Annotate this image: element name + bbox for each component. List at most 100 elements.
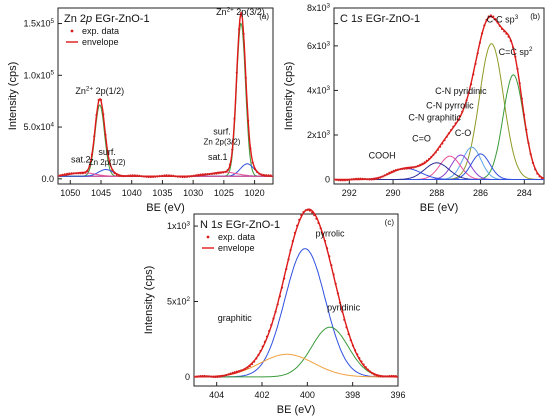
data-point: [61, 173, 64, 176]
peak-label: sat.1: [208, 152, 228, 162]
data-point: [494, 18, 497, 21]
data-point: [368, 178, 371, 181]
data-point: [443, 139, 446, 142]
data-point: [439, 145, 442, 148]
data-point: [257, 353, 260, 357]
data-point: [72, 172, 75, 175]
data-point: [249, 147, 252, 150]
data-point: [408, 167, 411, 170]
data-point: [268, 329, 271, 333]
data-point: [345, 326, 348, 329]
data-point: [201, 173, 204, 176]
peak-label: C=C sp2: [499, 46, 533, 57]
data-point: [207, 375, 211, 378]
data-point: [210, 375, 213, 378]
data-point: [158, 175, 161, 178]
data-point: [321, 233, 324, 236]
data-point: [201, 374, 204, 378]
data-point: [419, 163, 422, 166]
plot-frame: [57, 7, 274, 185]
data-point: [350, 178, 353, 181]
peak-label: surf.: [213, 126, 231, 136]
x-tick-label: 1035: [152, 188, 172, 198]
data-point: [370, 178, 373, 181]
x-tick-label: 284: [517, 188, 532, 198]
data-point: [397, 168, 400, 171]
data-point: [255, 357, 258, 360]
data-point: [472, 73, 475, 76]
data-point: [463, 105, 466, 108]
data-point: [507, 35, 510, 38]
data-point: [500, 27, 504, 30]
data-point: [300, 214, 303, 217]
data-point: [360, 360, 363, 363]
data-point: [366, 368, 369, 371]
data-point: [503, 30, 506, 33]
data-point: [313, 214, 316, 217]
data-point: [172, 174, 175, 177]
data-point: [306, 208, 309, 211]
data-point: [214, 375, 217, 379]
data-point: [227, 373, 230, 376]
legend-label-exp-data: exp. data: [218, 232, 255, 242]
panel-label: (b): [530, 12, 540, 21]
data-point: [138, 174, 141, 177]
data-point: [238, 28, 241, 31]
envelope-line: [334, 16, 545, 181]
data-point: [206, 173, 209, 176]
y-axis-label: Intensity (cps): [143, 266, 155, 334]
data-point: [165, 174, 168, 177]
data-point: [70, 172, 73, 175]
data-point: [240, 11, 243, 14]
data-point: [203, 374, 206, 378]
data-point: [505, 32, 508, 35]
data-point: [344, 179, 347, 182]
data-point: [93, 135, 96, 138]
data-point: [111, 168, 114, 172]
data-point: [351, 344, 354, 347]
panel-title: N 1s EGr-ZnO-1: [200, 219, 280, 231]
y-tick-label: 5.0x104: [23, 121, 54, 132]
data-point: [487, 15, 490, 18]
data-point: [280, 286, 284, 289]
y-tick-label: 1.5x105: [23, 18, 54, 29]
data-point: [212, 375, 215, 378]
data-point: [347, 333, 350, 336]
data-point: [161, 174, 164, 177]
data-point: [335, 178, 338, 181]
data-point: [66, 172, 69, 175]
data-point: [485, 18, 488, 21]
peak-label: C-N pyridinic: [435, 86, 487, 96]
peak-label: pyridinic: [327, 303, 361, 313]
data-point: [348, 178, 351, 181]
data-point: [421, 162, 424, 165]
x-tick-label: 1045: [91, 188, 111, 198]
data-point: [244, 367, 247, 370]
data-point: [478, 41, 481, 44]
data-point: [204, 173, 207, 176]
data-point: [262, 173, 265, 177]
data-point: [258, 172, 261, 175]
data-point: [274, 310, 277, 313]
data-point: [231, 371, 234, 374]
data-point: [374, 177, 378, 180]
data-point: [381, 375, 385, 378]
data-point: [319, 227, 322, 230]
data-point: [99, 98, 103, 101]
data-point: [369, 370, 372, 373]
peak-label: surf.: [98, 147, 116, 157]
data-point: [381, 175, 384, 178]
peak-label-line2: Zn 2p(1/2): [89, 158, 126, 167]
data-point: [81, 172, 84, 175]
data-point: [379, 375, 382, 378]
peak-label: C=O: [412, 134, 431, 144]
data-point: [346, 178, 349, 182]
data-point: [529, 153, 532, 156]
data-point: [253, 167, 256, 170]
peak-label: graphitic: [218, 313, 253, 323]
data-point: [86, 169, 89, 173]
data-point: [185, 175, 189, 178]
y-tick-label-top: 8x103: [307, 2, 331, 13]
data-point: [465, 99, 468, 102]
data-point: [265, 335, 269, 338]
